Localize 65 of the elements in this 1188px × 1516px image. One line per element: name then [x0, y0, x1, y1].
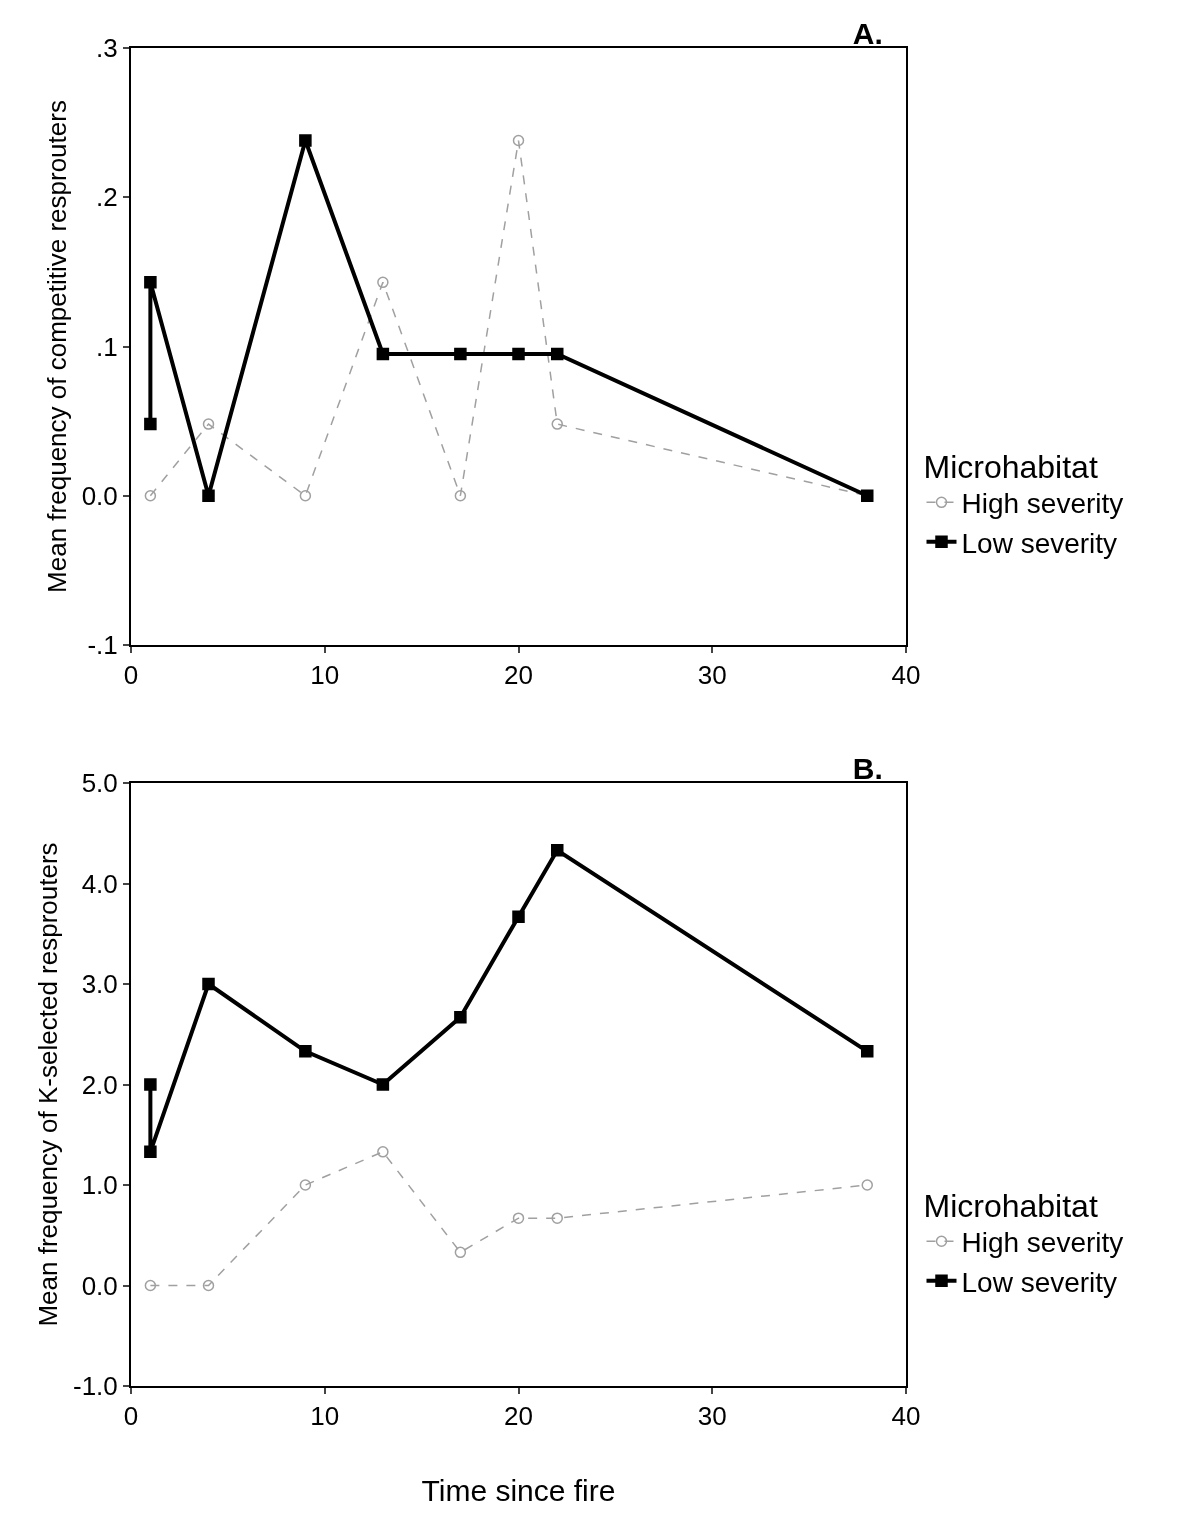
- y-tick-label: 1.0: [81, 1170, 118, 1201]
- y-tick-label: 0.0: [81, 1270, 118, 1301]
- point: [454, 1246, 467, 1259]
- point: [861, 1045, 874, 1058]
- legend-title: Microhabitat: [923, 448, 1098, 485]
- point: [202, 418, 215, 430]
- y-tick-label: .3: [96, 33, 118, 64]
- x-tick-label: 10: [310, 660, 340, 691]
- chart-title: A.: [852, 17, 883, 50]
- point: [551, 418, 563, 430]
- point: [144, 490, 157, 502]
- point: [551, 347, 564, 361]
- x-tick-label: 40: [891, 660, 921, 691]
- x-tick-label: 30: [697, 660, 727, 691]
- y-tick-label: -.1: [87, 630, 118, 661]
- legend-label: Low severity: [961, 527, 1118, 559]
- point: [454, 490, 467, 502]
- y-axis-title: Mean frequency of competitive resprouters: [41, 100, 72, 593]
- point: [376, 1078, 390, 1091]
- point: [144, 276, 157, 289]
- point: [144, 417, 157, 431]
- legend-label: Low severity: [961, 1266, 1118, 1298]
- point: [861, 1179, 873, 1191]
- x-tick-label: 0: [123, 1401, 139, 1432]
- point: [512, 134, 525, 147]
- point: [144, 1078, 157, 1091]
- x-tick-label: 30: [697, 1401, 727, 1432]
- point: [299, 1045, 312, 1058]
- chart-title: B.: [852, 752, 883, 785]
- y-tick-label: 5.0: [81, 768, 118, 799]
- point: [299, 134, 312, 147]
- point: [454, 347, 467, 361]
- point: [551, 1212, 563, 1224]
- point: [202, 977, 215, 991]
- point: [512, 347, 525, 361]
- point: [377, 276, 389, 289]
- point: [551, 844, 564, 857]
- x-tick-label: 10: [310, 1401, 340, 1432]
- x-tick-label: 0: [123, 660, 139, 691]
- point: [202, 489, 215, 502]
- x-tick-label: 40: [891, 1401, 921, 1432]
- y-tick-label: .1: [96, 331, 118, 362]
- x-tick-label: 20: [504, 1401, 533, 1432]
- y-tick-label: 2.0: [81, 1069, 118, 1100]
- x-axis-title: Time since fire: [421, 1474, 616, 1508]
- point: [144, 1279, 157, 1292]
- point: [512, 1212, 525, 1224]
- point: [144, 1145, 157, 1159]
- y-tick-label: 3.0: [81, 969, 118, 1000]
- y-axis-title: Mean frequency of K-selected resprouters: [32, 842, 63, 1327]
- legend-label: High severity: [961, 488, 1124, 520]
- legend-title: Microhabitat: [923, 1187, 1098, 1224]
- y-tick-label: -1.0: [72, 1371, 118, 1402]
- point: [202, 1279, 215, 1292]
- legend-label: High severity: [961, 1227, 1124, 1259]
- point: [454, 1010, 467, 1024]
- point: [377, 1146, 389, 1158]
- y-tick-label: 0.0: [81, 480, 118, 511]
- point: [299, 1179, 312, 1191]
- y-tick-label: 4.0: [81, 868, 118, 899]
- point: [376, 347, 390, 361]
- y-tick-label: .2: [96, 182, 118, 213]
- x-tick-label: 20: [504, 660, 533, 691]
- point: [512, 910, 525, 923]
- point: [299, 490, 312, 502]
